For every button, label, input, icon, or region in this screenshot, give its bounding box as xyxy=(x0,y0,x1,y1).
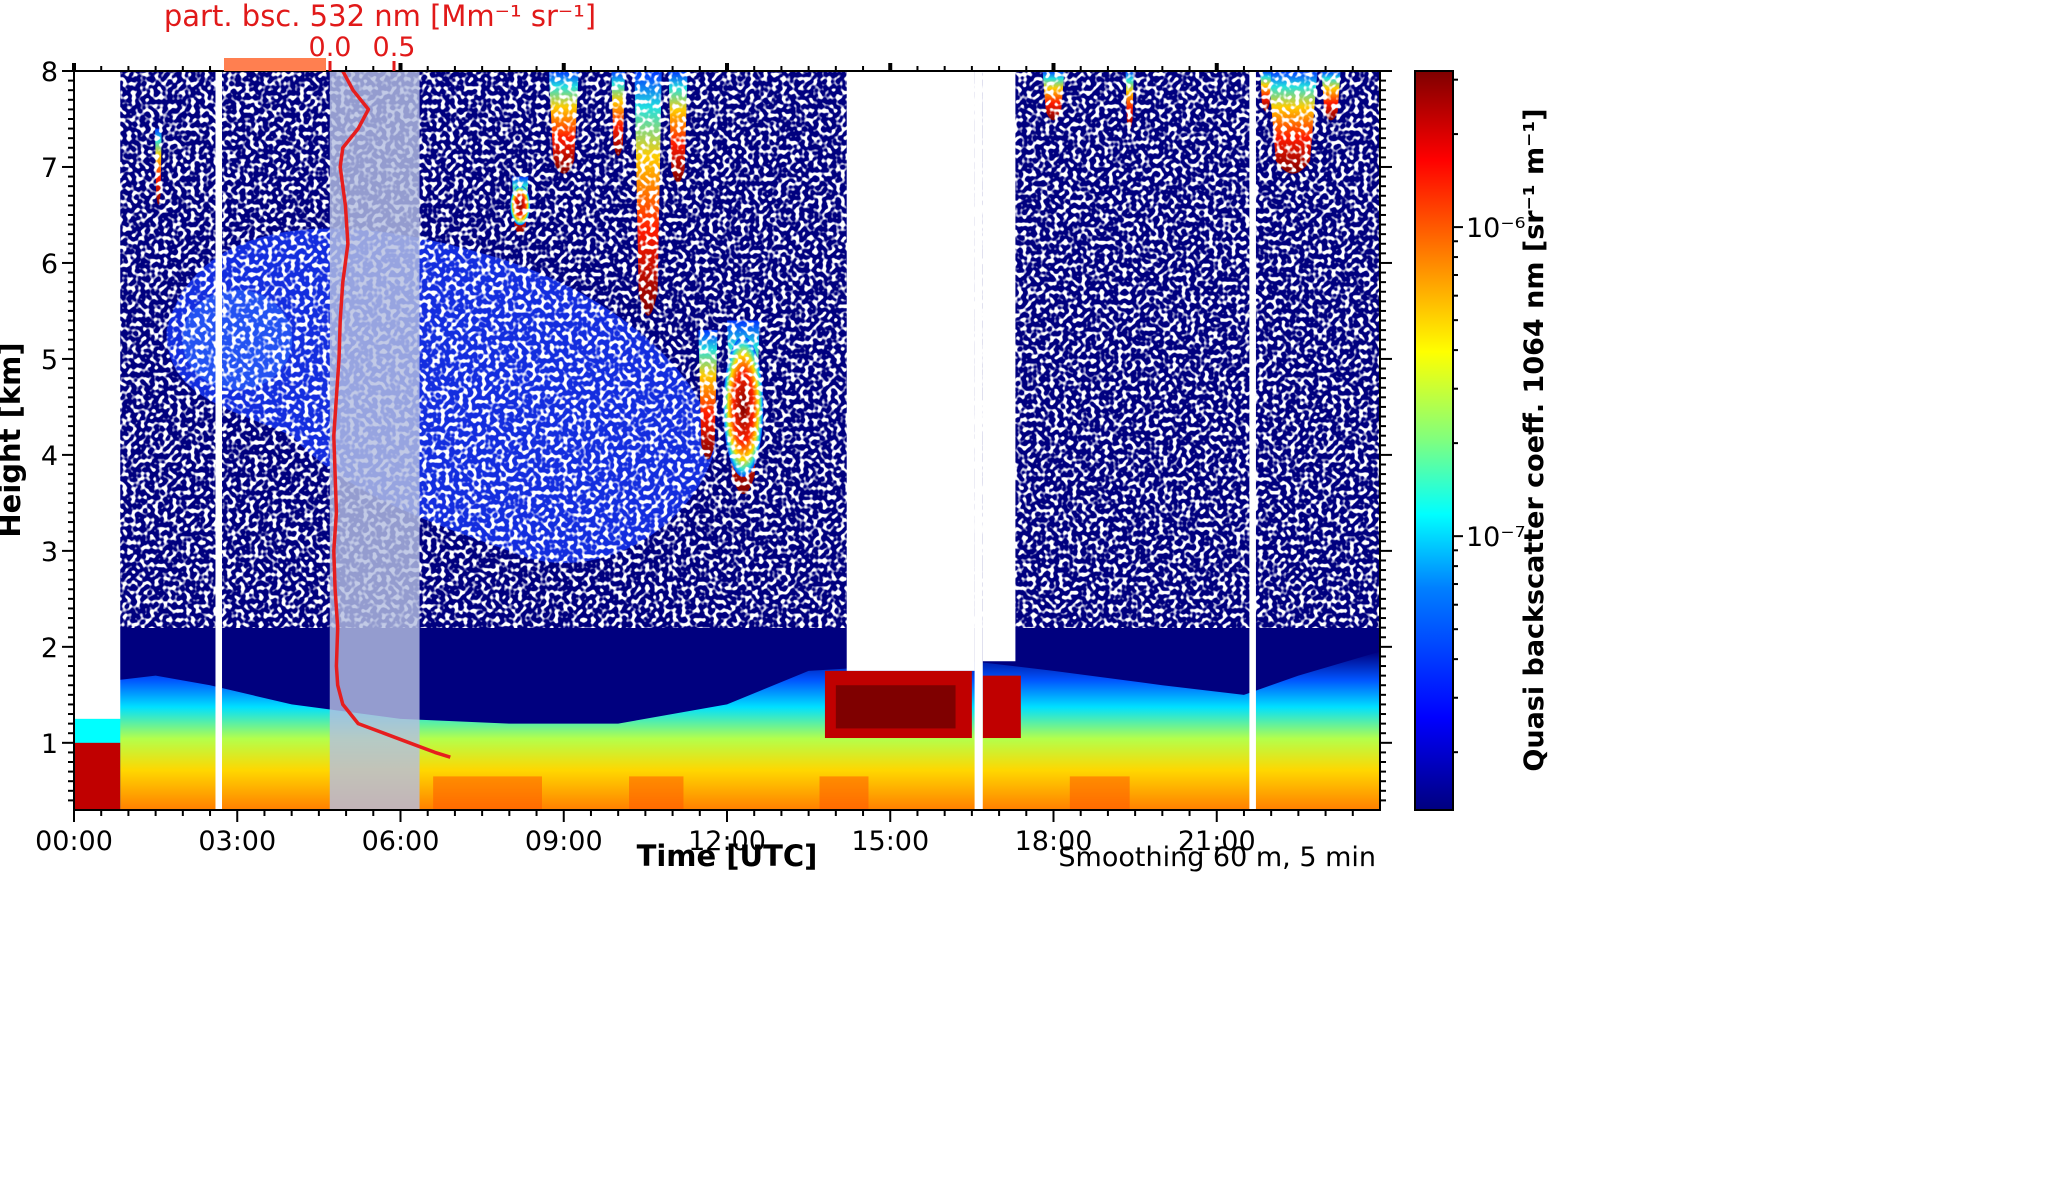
no-data-gap xyxy=(215,71,223,810)
x-tick-label: 12:00 xyxy=(688,826,766,857)
colorbar-ticks: 10⁻⁷ 10⁻⁶ xyxy=(1453,78,1525,754)
surface-aerosol-band xyxy=(1069,776,1130,810)
clear-sky-region xyxy=(982,71,1016,662)
y-tick-label: 6 xyxy=(41,249,58,280)
colorbar-tick-label: 10⁻⁶ xyxy=(1466,213,1525,244)
colorbar-title: Quasi backscatter coeff. 1064 nm [sr⁻¹ m… xyxy=(1519,108,1550,771)
y-tick-label: 2 xyxy=(41,633,58,664)
y-tick-label: 4 xyxy=(41,441,58,472)
x-tick-label: 15:00 xyxy=(851,826,929,857)
clear-air-noise xyxy=(120,71,1380,628)
clear-sky-region xyxy=(846,71,975,671)
surface-aerosol-band xyxy=(819,776,869,810)
no-data-gap xyxy=(974,71,983,810)
x-tick-label: 06:00 xyxy=(362,826,440,857)
chart-title: part. bsc. 532 nm [Mm⁻¹ sr⁻¹] xyxy=(164,0,596,33)
gaps-and-profile xyxy=(74,71,1256,810)
y-axis-title: Height [km] xyxy=(0,342,27,537)
colorbar-tick-label: 10⁻⁷ xyxy=(1466,522,1525,553)
y-tick-label: 7 xyxy=(41,153,58,184)
profile-532-line xyxy=(332,71,451,759)
top-axis-highlight xyxy=(224,58,326,71)
colorbar xyxy=(1414,70,1454,811)
surface-aerosol-band xyxy=(433,776,542,810)
top-axis-tick-label: 0.0 xyxy=(309,32,352,63)
x-tick-label: 21:00 xyxy=(1178,826,1256,857)
smoothing-note: Smoothing 60 m, 5 min xyxy=(1058,842,1376,873)
x-tick-label: 09:00 xyxy=(525,826,603,857)
y-tick-label: 3 xyxy=(41,537,58,568)
y-tick-label: 8 xyxy=(41,57,58,88)
y-tick-label: 1 xyxy=(41,729,58,760)
axes: 00:00 03:00 06:00 09:00 12:00 15:00 18:00 21:00… xyxy=(35,32,1392,857)
x-tick-label: 00:00 xyxy=(35,826,113,857)
y-tick-label: 5 xyxy=(41,345,58,376)
no-data-gap xyxy=(74,71,121,719)
low-cloud-core xyxy=(835,685,956,729)
x-tick-label: 03:00 xyxy=(198,826,276,857)
low-cloud-layer xyxy=(982,675,1021,739)
top-axis-tick-label: 0.5 xyxy=(373,32,416,63)
x-axis-title: Time [UTC] xyxy=(637,839,818,873)
no-data-gap xyxy=(1249,71,1256,810)
surface-aerosol-band xyxy=(629,776,684,810)
x-tick-label: 18:00 xyxy=(1015,826,1093,857)
early-surface-core xyxy=(74,742,121,810)
